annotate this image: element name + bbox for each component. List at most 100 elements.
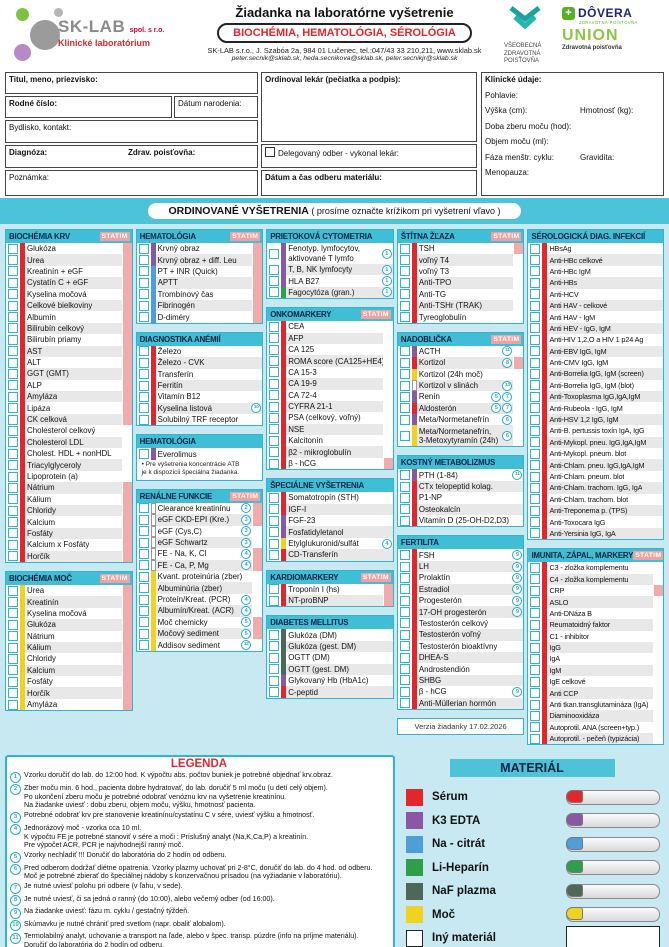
test-checkbox[interactable] xyxy=(530,300,541,311)
test-checkbox[interactable] xyxy=(530,266,541,277)
test-checkbox[interactable] xyxy=(138,403,149,414)
test-checkbox[interactable] xyxy=(399,414,410,425)
test-checkbox[interactable] xyxy=(8,619,18,630)
test-checkbox[interactable] xyxy=(530,676,541,687)
statim-cell[interactable] xyxy=(122,243,132,255)
name-field[interactable]: Titul, meno, priezvisko: xyxy=(5,72,258,94)
test-checkbox[interactable] xyxy=(138,449,149,460)
test-checkbox[interactable] xyxy=(138,605,149,616)
test-checkbox[interactable] xyxy=(269,401,280,412)
statim-cell[interactable] xyxy=(122,630,132,642)
statim-cell[interactable] xyxy=(122,254,132,266)
statim-cell[interactable] xyxy=(122,391,132,403)
test-checkbox[interactable] xyxy=(138,266,149,277)
test-checkbox[interactable] xyxy=(399,255,410,266)
statim-cell[interactable] xyxy=(122,596,132,608)
test-checkbox[interactable] xyxy=(269,549,280,560)
test-checkbox[interactable] xyxy=(8,357,18,368)
statim-cell[interactable] xyxy=(514,243,524,255)
test-checkbox[interactable] xyxy=(530,608,541,619)
statim-cell[interactable] xyxy=(122,516,132,528)
test-checkbox[interactable] xyxy=(8,414,18,425)
statim-cell[interactable] xyxy=(383,457,393,470)
statim-cell[interactable] xyxy=(122,368,132,380)
note-field[interactable]: Poznámka: xyxy=(5,170,258,196)
statim-cell[interactable] xyxy=(122,676,132,688)
test-checkbox[interactable] xyxy=(8,517,18,528)
test-checkbox[interactable] xyxy=(399,289,410,300)
test-checkbox[interactable] xyxy=(530,289,541,300)
test-checkbox[interactable] xyxy=(530,665,541,676)
test-checkbox[interactable] xyxy=(530,585,541,596)
test-checkbox[interactable] xyxy=(269,424,280,435)
statim-cell[interactable] xyxy=(122,345,132,357)
statim-cell[interactable] xyxy=(253,265,263,278)
test-checkbox[interactable] xyxy=(8,631,18,642)
statim-cell[interactable] xyxy=(253,628,263,640)
test-checkbox[interactable] xyxy=(399,430,410,441)
test-checkbox[interactable] xyxy=(138,514,149,525)
test-checkbox[interactable] xyxy=(8,585,18,596)
statim-cell[interactable] xyxy=(122,527,132,540)
test-checkbox[interactable] xyxy=(269,333,280,344)
test-checkbox[interactable] xyxy=(530,494,541,505)
test-checkbox[interactable] xyxy=(530,391,541,402)
test-checkbox[interactable] xyxy=(8,642,18,653)
test-checkbox[interactable] xyxy=(269,538,280,549)
test-checkbox[interactable] xyxy=(138,503,149,514)
statim-cell[interactable] xyxy=(122,288,132,300)
test-checkbox[interactable] xyxy=(8,425,18,436)
test-checkbox[interactable] xyxy=(269,515,280,526)
test-checkbox[interactable] xyxy=(530,460,541,471)
test-checkbox[interactable] xyxy=(269,412,280,423)
statim-cell[interactable] xyxy=(122,584,132,597)
test-checkbox[interactable] xyxy=(138,289,149,300)
test-checkbox[interactable] xyxy=(399,312,410,323)
test-checkbox[interactable] xyxy=(399,403,410,414)
test-checkbox[interactable] xyxy=(138,277,149,288)
test-checkbox[interactable] xyxy=(530,437,541,448)
test-checkbox[interactable] xyxy=(399,629,410,640)
test-checkbox[interactable] xyxy=(138,357,149,368)
test-checkbox[interactable] xyxy=(138,628,149,639)
test-checkbox[interactable] xyxy=(8,494,18,505)
statim-cell[interactable] xyxy=(122,402,132,414)
test-checkbox[interactable] xyxy=(399,357,410,368)
test-checkbox[interactable] xyxy=(8,608,18,619)
test-checkbox[interactable] xyxy=(138,526,149,537)
test-checkbox[interactable] xyxy=(399,300,410,311)
statim-cell[interactable] xyxy=(383,583,393,595)
test-checkbox[interactable] xyxy=(8,539,18,550)
test-checkbox[interactable] xyxy=(530,346,541,357)
test-checkbox[interactable] xyxy=(530,688,541,699)
test-checkbox[interactable] xyxy=(530,699,541,710)
test-checkbox[interactable] xyxy=(8,266,18,277)
test-checkbox[interactable] xyxy=(8,460,18,471)
test-checkbox[interactable] xyxy=(399,266,410,277)
statim-cell[interactable] xyxy=(122,413,132,426)
statim-cell[interactable] xyxy=(122,356,132,369)
test-checkbox[interactable] xyxy=(530,653,541,664)
test-checkbox[interactable] xyxy=(8,391,18,402)
test-checkbox[interactable] xyxy=(269,276,280,287)
test-checkbox[interactable] xyxy=(138,548,149,559)
test-checkbox[interactable] xyxy=(269,492,280,503)
test-checkbox[interactable] xyxy=(399,470,410,481)
test-checkbox[interactable] xyxy=(269,390,280,401)
test-checkbox[interactable] xyxy=(138,300,149,311)
test-checkbox[interactable] xyxy=(269,356,280,367)
statim-cell[interactable] xyxy=(122,664,132,677)
test-checkbox[interactable] xyxy=(530,403,541,414)
test-checkbox[interactable] xyxy=(530,619,541,630)
statim-cell[interactable] xyxy=(253,559,263,572)
test-checkbox[interactable] xyxy=(138,391,149,402)
test-checkbox[interactable] xyxy=(8,312,18,323)
test-checkbox[interactable] xyxy=(399,675,410,686)
test-checkbox[interactable] xyxy=(530,255,541,266)
statim-cell[interactable] xyxy=(122,265,132,278)
test-checkbox[interactable] xyxy=(399,595,410,606)
statim-cell[interactable] xyxy=(253,288,263,300)
test-checkbox[interactable] xyxy=(399,641,410,652)
test-checkbox[interactable] xyxy=(399,550,410,561)
statim-cell[interactable] xyxy=(253,311,263,323)
